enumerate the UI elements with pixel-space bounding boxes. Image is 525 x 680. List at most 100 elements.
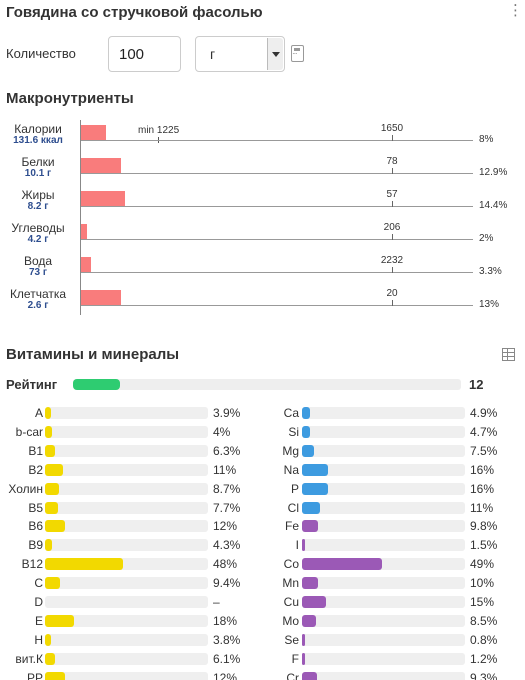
- nutrient-row: F 1.2%: [0, 651, 525, 668]
- nutrient-bar: [302, 407, 310, 419]
- quantity-input[interactable]: [108, 36, 181, 72]
- nutrient-row: B12 48%: [0, 556, 525, 573]
- nutrient-bar: [45, 652, 55, 665]
- macro-norm-tick: [392, 135, 393, 141]
- nutrient-value: 49%: [470, 557, 495, 572]
- nutrient-bar: [302, 520, 318, 533]
- nutrient-track: [302, 501, 465, 514]
- nutrient-row: Mg 7.5%: [0, 443, 525, 460]
- macro-norm: 2232: [380, 255, 404, 266]
- nutrient-name: B1: [28, 443, 43, 458]
- nutrient-name: b-car: [15, 424, 43, 439]
- macro-percent: 12.9%: [479, 167, 508, 178]
- macro-row: Калории 131.6 ккал 1650 8%: [0, 122, 525, 154]
- macro-amount: 8.2 г: [27, 201, 49, 212]
- nutrient-value: 18%: [213, 613, 238, 628]
- unit-select[interactable]: г: [195, 36, 285, 72]
- macro-norm-tick: [392, 201, 393, 207]
- nutrient-value: –: [213, 595, 220, 609]
- nutrient-value: 1.5%: [470, 538, 498, 553]
- macro-row: Углеводы 4.2 г 206 2%: [0, 221, 525, 253]
- nutrient-row: вит.К 6.1%: [0, 651, 525, 668]
- rating-value: 12: [469, 377, 484, 392]
- nutrient-track: [302, 407, 465, 419]
- nutrient-row: B2 11%: [0, 462, 525, 479]
- nutrient-bar: [45, 520, 65, 533]
- macro-name: Калории: [14, 122, 62, 136]
- nutrient-bar: [45, 614, 75, 627]
- nutrient-bar: [302, 633, 305, 646]
- nutrient-name: Na: [283, 462, 299, 477]
- nutrient-name: H: [34, 632, 43, 647]
- dropdown-arrow-icon[interactable]: [267, 38, 283, 70]
- macro-amount: 4.2 г: [27, 234, 49, 245]
- nutrient-name: Si: [288, 424, 299, 439]
- nutrient-name: Se: [284, 632, 299, 647]
- nutrient-bar: [45, 558, 124, 571]
- nutrient-row: H 3.8%: [0, 632, 525, 649]
- nutrient-track: [302, 482, 465, 495]
- nutrient-track: [302, 463, 465, 476]
- macro-track-line: [81, 305, 473, 306]
- calculator-icon[interactable]: [291, 45, 304, 62]
- macros-title: Макронутриенты: [6, 90, 134, 107]
- macro-name: Углеводы: [11, 221, 65, 235]
- unit-select-value: г: [210, 46, 216, 62]
- nutrient-name: Mo: [282, 613, 299, 628]
- nutrient-track: [302, 596, 465, 608]
- nutrient-name: A: [34, 406, 43, 420]
- nutrient-bar: [302, 652, 305, 665]
- rating-track: [73, 379, 461, 390]
- nutrient-track: [45, 482, 208, 495]
- nutrient-name: Mn: [282, 576, 299, 591]
- nutrient-value: 9.8%: [470, 519, 498, 534]
- nutrient-row: Si 4.7%: [0, 424, 525, 441]
- macro-row: Белки 10.1 г 78 12.9%: [0, 155, 525, 187]
- nutrient-track: [45, 407, 208, 419]
- nutrient-value: 9.3%: [470, 670, 498, 680]
- nutrient-name: F: [291, 651, 299, 666]
- nutrient-value: 48%: [213, 557, 238, 572]
- nutrient-value: 11%: [213, 462, 237, 477]
- nutrient-value: 3.9%: [213, 406, 241, 420]
- nutrient-row: b-car 4%: [0, 424, 525, 441]
- nutrient-value: 8.7%: [213, 481, 241, 496]
- nutrient-value: 7.5%: [470, 443, 498, 458]
- nutrient-track: [45, 425, 208, 438]
- macro-percent: 2%: [479, 233, 494, 244]
- nutrient-bar: [45, 501, 58, 514]
- macro-norm-tick: [392, 168, 393, 174]
- nutrient-name: PP: [26, 670, 43, 680]
- macro-amount: 73 г: [28, 267, 48, 278]
- macro-row: Вода 73 г 2232 3.3%: [0, 254, 525, 286]
- nutrient-row: C 9.4%: [0, 575, 525, 592]
- rating-fill: [73, 379, 120, 390]
- table-view-icon[interactable]: [502, 348, 515, 361]
- macro-norm: 57: [386, 189, 398, 200]
- nutrient-value: 4%: [213, 424, 231, 439]
- nutrient-track: [302, 520, 465, 533]
- nutrient-bar: [302, 482, 329, 495]
- macro-norm: 206: [383, 222, 401, 233]
- more-menu-icon[interactable]: ⋮: [508, 2, 523, 19]
- nutrient-bar: [302, 577, 319, 590]
- macro-norm-tick: [392, 234, 393, 240]
- nutrient-value: 6.3%: [213, 443, 241, 458]
- nutrient-name: B12: [21, 557, 43, 572]
- nutrient-name: Ca: [283, 406, 299, 420]
- nutrient-row: Mo 8.5%: [0, 613, 525, 630]
- macro-row: Клетчатка 2.6 г 20 13%: [0, 287, 525, 319]
- macro-percent: 13%: [479, 299, 500, 310]
- macro-amount: 131.6 ккал: [13, 135, 63, 146]
- nutrient-track: [302, 444, 465, 457]
- nutrient-track: [45, 614, 208, 627]
- macro-norm: 20: [386, 288, 398, 299]
- nutrient-value: 7.7%: [213, 500, 241, 515]
- nutrient-row: Cu 15%: [0, 594, 525, 611]
- nutrient-track: [45, 633, 208, 646]
- nutrient-row: B9 4.3%: [0, 537, 525, 554]
- nutrient-name: Холин: [8, 481, 43, 496]
- nutrient-bar: [45, 444, 56, 457]
- nutrient-track: [302, 652, 465, 665]
- nutrient-name: E: [34, 613, 43, 628]
